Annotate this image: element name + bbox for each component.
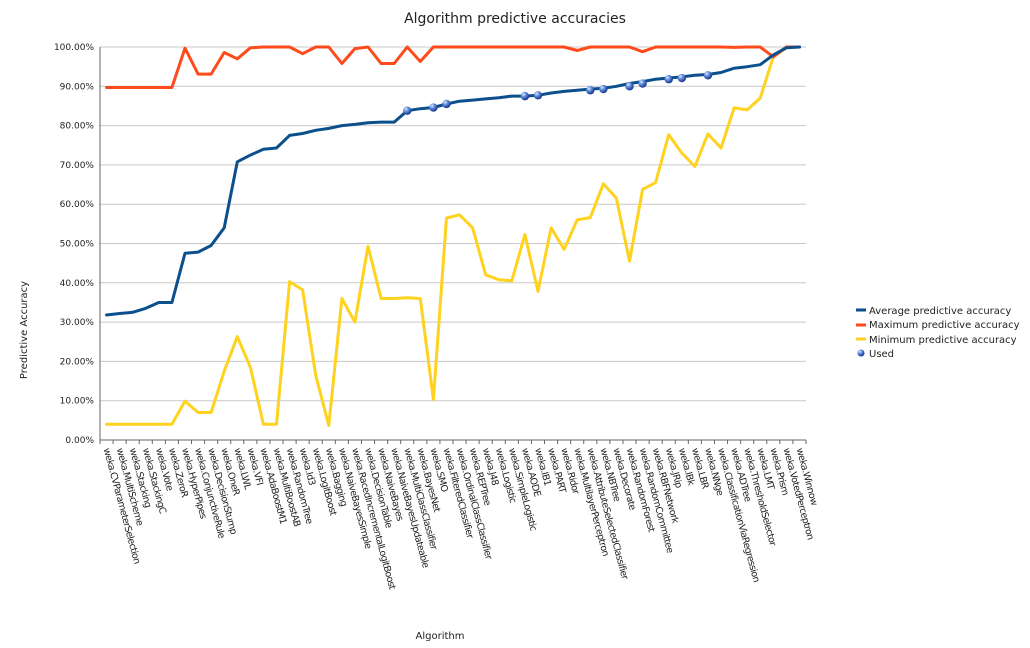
- y-axis-title: Predictive Accuracy: [19, 281, 30, 379]
- y-tick-label: 40.00%: [60, 279, 95, 289]
- y-tick-label: 90.00%: [60, 82, 95, 92]
- used-point: [520, 91, 530, 101]
- used-point: [703, 71, 713, 80]
- used-point: [625, 82, 634, 91]
- legend-label-used: Used: [869, 349, 894, 360]
- used-point: [677, 73, 686, 83]
- y-tick-label: 0.00%: [65, 436, 94, 446]
- y-tick-label: 60.00%: [60, 200, 95, 210]
- series-line-average: [105, 45, 801, 317]
- used-point: [664, 75, 673, 84]
- used-point: [403, 106, 412, 115]
- y-tick-labels: 0.00% 10.00% 20.00% 30.00% 40.00% 50.00% 60.00…: [54, 43, 94, 446]
- y-tick-label: 80.00%: [60, 122, 95, 132]
- y-tick-label: 100.00%: [54, 43, 94, 53]
- legend-label-average: Average predictive accuracy: [869, 306, 1011, 317]
- used-point: [533, 91, 543, 100]
- used-point: [442, 99, 451, 109]
- used-points: [403, 71, 713, 115]
- legend-swatch-used: [857, 349, 865, 357]
- used-point: [599, 84, 608, 94]
- y-tick-label: 30.00%: [60, 318, 95, 328]
- used-point: [586, 86, 595, 95]
- y-tick-label: 50.00%: [60, 240, 95, 250]
- used-point: [429, 103, 438, 112]
- series-lines: [105, 45, 801, 427]
- chart-title: Algorithm predictive accuracies: [404, 11, 626, 27]
- x-axis-title: Algorithm: [416, 631, 465, 642]
- used-point: [638, 79, 647, 88]
- y-tick-label: 10.00%: [60, 397, 95, 407]
- series-line-maximum: [105, 45, 801, 89]
- legend: Average predictive accuracy Maximum pred…: [856, 306, 1020, 360]
- y-tick-label: 70.00%: [60, 161, 95, 171]
- legend-label-minimum: Minimum predictive accuracy: [869, 335, 1017, 346]
- series-line-minimum: [105, 45, 801, 427]
- y-tick-label: 20.00%: [60, 357, 95, 367]
- x-tick-labels: weka.CVParameterSelectionweka.MultiSchem…: [101, 447, 820, 591]
- legend-label-maximum: Maximum predictive accuracy: [869, 320, 1020, 331]
- grid: [99, 46, 807, 444]
